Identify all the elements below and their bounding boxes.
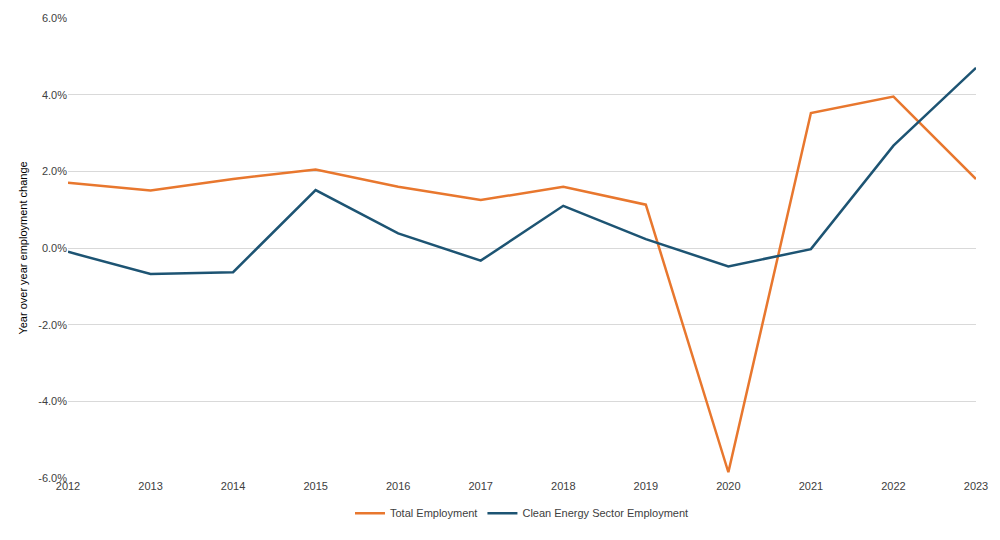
svg-text:2016: 2016: [386, 480, 410, 492]
svg-text:2022: 2022: [881, 480, 905, 492]
svg-text:2019: 2019: [634, 480, 658, 492]
svg-text:Year over year employment chan: Year over year employment change: [17, 161, 29, 334]
svg-text:0.0%: 0.0%: [42, 242, 67, 254]
svg-text:-4.0%: -4.0%: [38, 395, 67, 407]
svg-text:2018: 2018: [551, 480, 575, 492]
svg-text:Total Employment: Total Employment: [390, 507, 477, 519]
svg-text:2023: 2023: [964, 480, 988, 492]
svg-text:2021: 2021: [799, 480, 823, 492]
svg-text:-2.0%: -2.0%: [38, 319, 67, 331]
svg-text:2012: 2012: [56, 480, 80, 492]
svg-text:2017: 2017: [468, 480, 492, 492]
svg-text:2014: 2014: [221, 480, 245, 492]
svg-text:2015: 2015: [303, 480, 327, 492]
svg-text:2.0%: 2.0%: [42, 165, 67, 177]
svg-text:Clean Energy Sector Employment: Clean Energy Sector Employment: [522, 507, 688, 519]
svg-text:2020: 2020: [716, 480, 740, 492]
svg-text:4.0%: 4.0%: [42, 89, 67, 101]
svg-text:6.0%: 6.0%: [42, 12, 67, 24]
svg-text:2013: 2013: [138, 480, 162, 492]
svg-text:-6.0%: -6.0%: [38, 472, 67, 484]
